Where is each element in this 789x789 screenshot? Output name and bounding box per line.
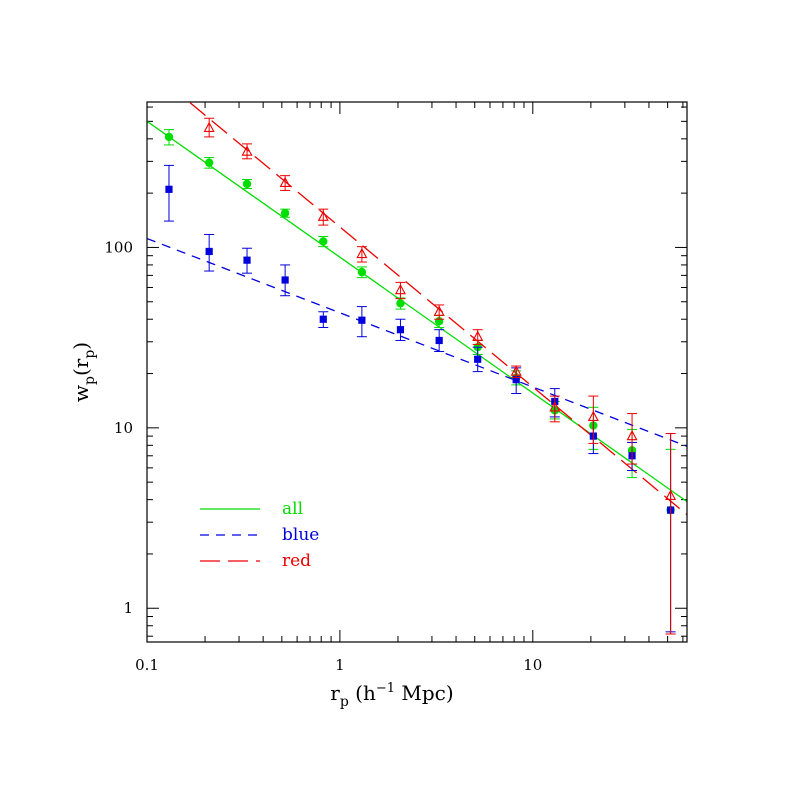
data-point <box>394 283 406 295</box>
tick-labels: 0.1 1 10 1 10 100 <box>104 238 542 674</box>
data-point <box>319 237 328 246</box>
data-point <box>626 429 638 441</box>
x-tick-label: 1 <box>335 656 345 674</box>
data-point <box>396 326 405 334</box>
data-point <box>281 276 289 284</box>
x-axis-label: rp (h−1 Mpc) <box>330 681 453 710</box>
legend: all blue red <box>200 499 319 571</box>
data-point <box>164 132 174 142</box>
data-point <box>204 158 214 167</box>
y-tick-label: 10 <box>114 419 133 437</box>
series-blue <box>163 164 676 633</box>
data-point <box>280 208 290 218</box>
data-point <box>433 305 445 316</box>
legend-label-all: all <box>282 499 303 519</box>
data-point <box>510 365 522 376</box>
data-point <box>317 210 329 221</box>
plot-frame <box>146 101 688 643</box>
fit-line-blue <box>147 237 687 447</box>
data-point <box>512 376 520 384</box>
data-point <box>358 316 366 324</box>
series-red <box>163 90 677 635</box>
series-all <box>163 129 676 635</box>
axis-ticks <box>146 102 687 642</box>
legend-label-red: red <box>282 551 311 571</box>
y-tick-label: 1 <box>123 599 133 617</box>
y-tick-label: 100 <box>104 238 133 256</box>
data-point <box>549 401 561 412</box>
x-tick-label: 0.1 <box>135 656 159 674</box>
data-point <box>164 90 173 99</box>
fit-line-red <box>188 102 687 516</box>
data-point <box>279 176 291 188</box>
data-point <box>474 355 482 363</box>
x-tick-label: 10 <box>523 656 542 674</box>
y-axis-label: wp(rp) <box>69 342 98 402</box>
data-point <box>242 179 252 189</box>
data-point <box>587 410 599 422</box>
data-point <box>472 330 484 341</box>
fit-line-all <box>147 120 687 503</box>
data-point <box>241 145 253 156</box>
data-point <box>243 256 251 264</box>
data-point <box>396 299 405 308</box>
data-point <box>165 185 173 193</box>
data-points <box>163 90 677 635</box>
data-point <box>435 336 443 345</box>
data-point <box>357 267 367 277</box>
fit-lines <box>147 102 687 516</box>
data-point <box>319 315 327 323</box>
data-point <box>203 121 215 133</box>
data-point <box>665 489 677 500</box>
data-point <box>356 247 368 259</box>
legend-label-blue: blue <box>282 525 319 545</box>
data-point <box>205 247 213 256</box>
